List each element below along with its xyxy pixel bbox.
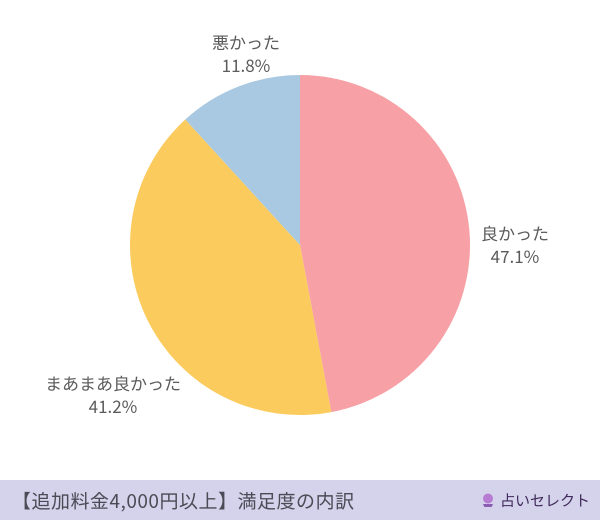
chart-stage: 良かった47.1% まあまあ良かった41.2% 悪かった11.8% 【追加料金4,0…: [0, 0, 600, 520]
caption-bar: 【追加料金4,000円以上】満足度の内訳 占いセレクト: [0, 480, 600, 520]
pie-slice-label-text: まあまあ良かった: [45, 372, 181, 395]
pie-slice-label: 悪かった11.8%: [212, 31, 280, 77]
crystal-ball-icon: [480, 492, 496, 508]
pie-slice: [300, 75, 470, 412]
pie-slice-label-percent: 41.2%: [45, 395, 181, 418]
pie-slice-label-percent: 47.1%: [481, 245, 549, 268]
pie-slice-label: 良かった47.1%: [481, 222, 549, 268]
caption-text: 【追加料金4,000円以上】満足度の内訳: [12, 487, 354, 514]
brand-text: 占いセレクト: [500, 490, 590, 511]
pie-slice-label-text: 悪かった: [212, 31, 280, 54]
brand: 占いセレクト: [480, 490, 590, 511]
pie-slice-label-percent: 11.8%: [212, 54, 280, 77]
pie-slice-label-text: 良かった: [481, 222, 549, 245]
pie-slice-label: まあまあ良かった41.2%: [45, 372, 181, 418]
